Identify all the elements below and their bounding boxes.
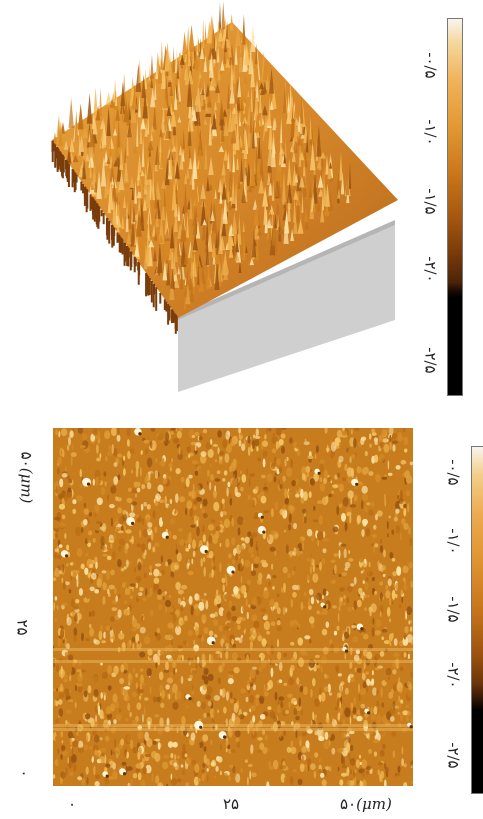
y-axis-tick: ۲۵ — [13, 619, 32, 636]
colorbar-2d-tick: -۰/۵ — [444, 459, 463, 486]
colorbar-2d — [471, 446, 483, 794]
x-axis-tick: ۰ — [68, 795, 77, 813]
surface-spikes — [51, 1, 352, 334]
surface-base — [178, 225, 395, 392]
y-axis-tick-label: ۵۰(μm) — [17, 451, 36, 504]
x-axis-tick-label: ۵۰(μm) — [340, 795, 392, 813]
surface-top — [52, 22, 398, 318]
colorbar-2d-tick: -۲/۰ — [444, 662, 463, 689]
surface-3d-panel: -۰/۵ -۱/۰ -۱/۵ -۲/۰ -۲/۵ — [0, 0, 483, 405]
colorbar-3d — [447, 18, 463, 396]
colorbar-3d-tick: -۲/۰ — [421, 256, 440, 283]
colorbar-2d-tick: -۱/۰ — [444, 528, 463, 555]
afm-topography-image — [53, 428, 413, 786]
x-axis-tick: ۲۵ — [223, 795, 240, 813]
colorbar-2d-tick: -۲/۵ — [444, 742, 463, 769]
y-axis-tick: ۰ — [15, 769, 34, 778]
colorbar-3d-tick: -۱/۰ — [421, 119, 440, 146]
colorbar-2d-tick: -۱/۵ — [444, 596, 463, 623]
afm-texture — [53, 428, 413, 786]
colorbar-3d-tick: -۰/۵ — [421, 52, 440, 79]
colorbar-3d-tick: -۲/۵ — [421, 347, 440, 374]
surface-3d-render — [51, 1, 398, 392]
colorbar-3d-tick: -۱/۵ — [421, 188, 440, 215]
